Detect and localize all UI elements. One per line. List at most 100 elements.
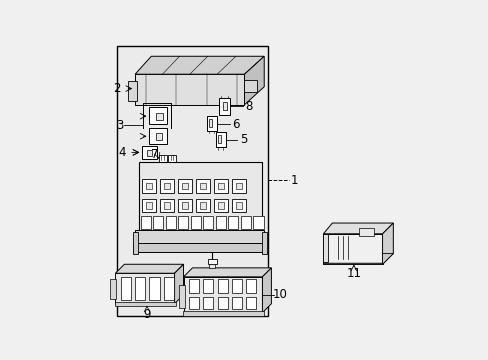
Bar: [165, 216, 175, 229]
Bar: [203, 297, 213, 309]
Text: 3: 3: [116, 119, 123, 132]
Bar: [149, 128, 166, 144]
Bar: [218, 135, 221, 143]
Bar: [110, 279, 116, 299]
Bar: [115, 273, 174, 304]
Bar: [178, 216, 188, 229]
Bar: [160, 179, 174, 193]
Text: 2: 2: [113, 82, 121, 95]
Bar: [168, 155, 176, 165]
Bar: [359, 228, 373, 235]
Bar: [132, 232, 138, 253]
Bar: [190, 216, 201, 229]
Bar: [188, 297, 199, 309]
Bar: [231, 279, 242, 293]
Bar: [228, 216, 238, 229]
Polygon shape: [174, 264, 183, 304]
Bar: [117, 45, 267, 316]
Bar: [219, 98, 230, 116]
Text: 9: 9: [143, 308, 150, 321]
Bar: [215, 216, 225, 229]
Polygon shape: [323, 223, 392, 234]
Bar: [147, 150, 152, 156]
Bar: [217, 297, 227, 309]
Bar: [179, 285, 184, 308]
Polygon shape: [135, 56, 264, 74]
Bar: [209, 119, 212, 127]
Polygon shape: [135, 74, 244, 105]
Bar: [163, 202, 170, 209]
Text: 10: 10: [272, 288, 286, 301]
Bar: [203, 279, 213, 293]
Bar: [183, 311, 263, 316]
Bar: [178, 199, 191, 212]
Bar: [178, 179, 191, 193]
Text: 8: 8: [245, 100, 252, 113]
Bar: [160, 199, 174, 212]
Polygon shape: [183, 268, 271, 277]
Bar: [135, 277, 145, 300]
Bar: [142, 145, 156, 159]
Bar: [207, 259, 217, 264]
Bar: [199, 183, 206, 189]
Bar: [140, 216, 150, 229]
Bar: [244, 80, 257, 92]
Bar: [149, 107, 167, 125]
Bar: [163, 183, 170, 189]
Bar: [182, 183, 188, 189]
Bar: [145, 202, 152, 209]
Polygon shape: [115, 264, 183, 273]
Bar: [142, 199, 156, 212]
Bar: [235, 202, 242, 209]
Text: 4: 4: [119, 146, 126, 159]
Bar: [196, 199, 209, 212]
Bar: [133, 243, 264, 252]
Bar: [145, 183, 152, 189]
Bar: [163, 277, 174, 300]
Bar: [261, 232, 266, 253]
Bar: [217, 202, 224, 209]
Bar: [231, 297, 242, 309]
Text: 1: 1: [290, 174, 298, 186]
Bar: [214, 199, 227, 212]
Bar: [231, 179, 245, 193]
Bar: [153, 216, 163, 229]
Bar: [188, 279, 199, 293]
Text: 5: 5: [239, 133, 246, 146]
Bar: [215, 132, 225, 147]
Bar: [246, 279, 256, 293]
Text: 11: 11: [346, 267, 361, 280]
Polygon shape: [244, 56, 264, 105]
Bar: [128, 81, 137, 101]
Bar: [182, 202, 188, 209]
Bar: [196, 179, 209, 193]
Bar: [135, 230, 264, 244]
Bar: [217, 183, 224, 189]
Bar: [199, 202, 206, 209]
Bar: [149, 277, 159, 300]
Bar: [323, 234, 327, 262]
Text: 6: 6: [232, 118, 240, 131]
Bar: [115, 302, 175, 306]
Bar: [159, 155, 167, 165]
Bar: [139, 162, 262, 232]
Polygon shape: [382, 223, 392, 264]
Bar: [121, 277, 131, 300]
Bar: [223, 102, 226, 110]
Bar: [155, 113, 163, 120]
Bar: [142, 179, 156, 193]
Bar: [155, 134, 162, 140]
Bar: [231, 199, 245, 212]
Polygon shape: [323, 253, 392, 264]
Bar: [253, 216, 263, 229]
Text: 7: 7: [151, 148, 158, 161]
Bar: [183, 277, 262, 313]
Bar: [235, 183, 242, 189]
Polygon shape: [262, 268, 271, 313]
Polygon shape: [323, 234, 382, 264]
Bar: [206, 116, 217, 131]
Bar: [214, 179, 227, 193]
Bar: [246, 297, 256, 309]
Bar: [217, 279, 227, 293]
Bar: [209, 264, 215, 268]
